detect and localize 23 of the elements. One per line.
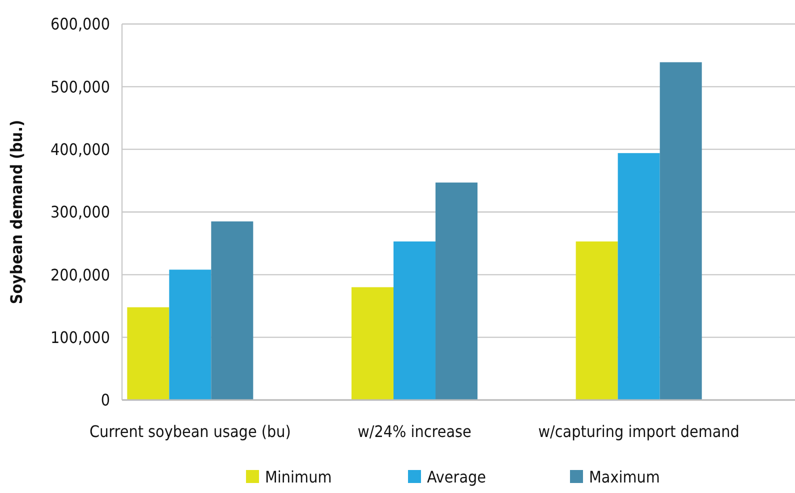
y-tick-label: 600,000 [50, 14, 110, 34]
bar [660, 62, 702, 400]
y-tick-label: 400,000 [50, 140, 110, 159]
x-tick-label: w/capturing import demand [538, 422, 740, 441]
x-tick-label: w/24% increase [358, 422, 472, 441]
y-tick-label: 200,000 [50, 265, 110, 284]
y-tick-label: 500,000 [50, 77, 110, 96]
legend-label: Minimum [265, 468, 332, 487]
bar [169, 270, 212, 400]
y-tick-label: 100,000 [50, 328, 110, 347]
bar [127, 307, 170, 400]
bar [436, 182, 478, 400]
y-tick-label: 0 [100, 390, 110, 410]
y-axis-title: Soybean demand (bu.) [7, 120, 26, 304]
legend-label: Maximum [589, 468, 660, 487]
bar [352, 287, 394, 400]
x-tick-label: Current soybean usage (bu) [89, 422, 291, 441]
legend-label: Average [427, 468, 486, 487]
bar [394, 241, 436, 400]
bar [618, 153, 660, 400]
bar [211, 221, 254, 400]
bar [576, 241, 618, 400]
y-tick-label: 300,000 [50, 202, 110, 222]
